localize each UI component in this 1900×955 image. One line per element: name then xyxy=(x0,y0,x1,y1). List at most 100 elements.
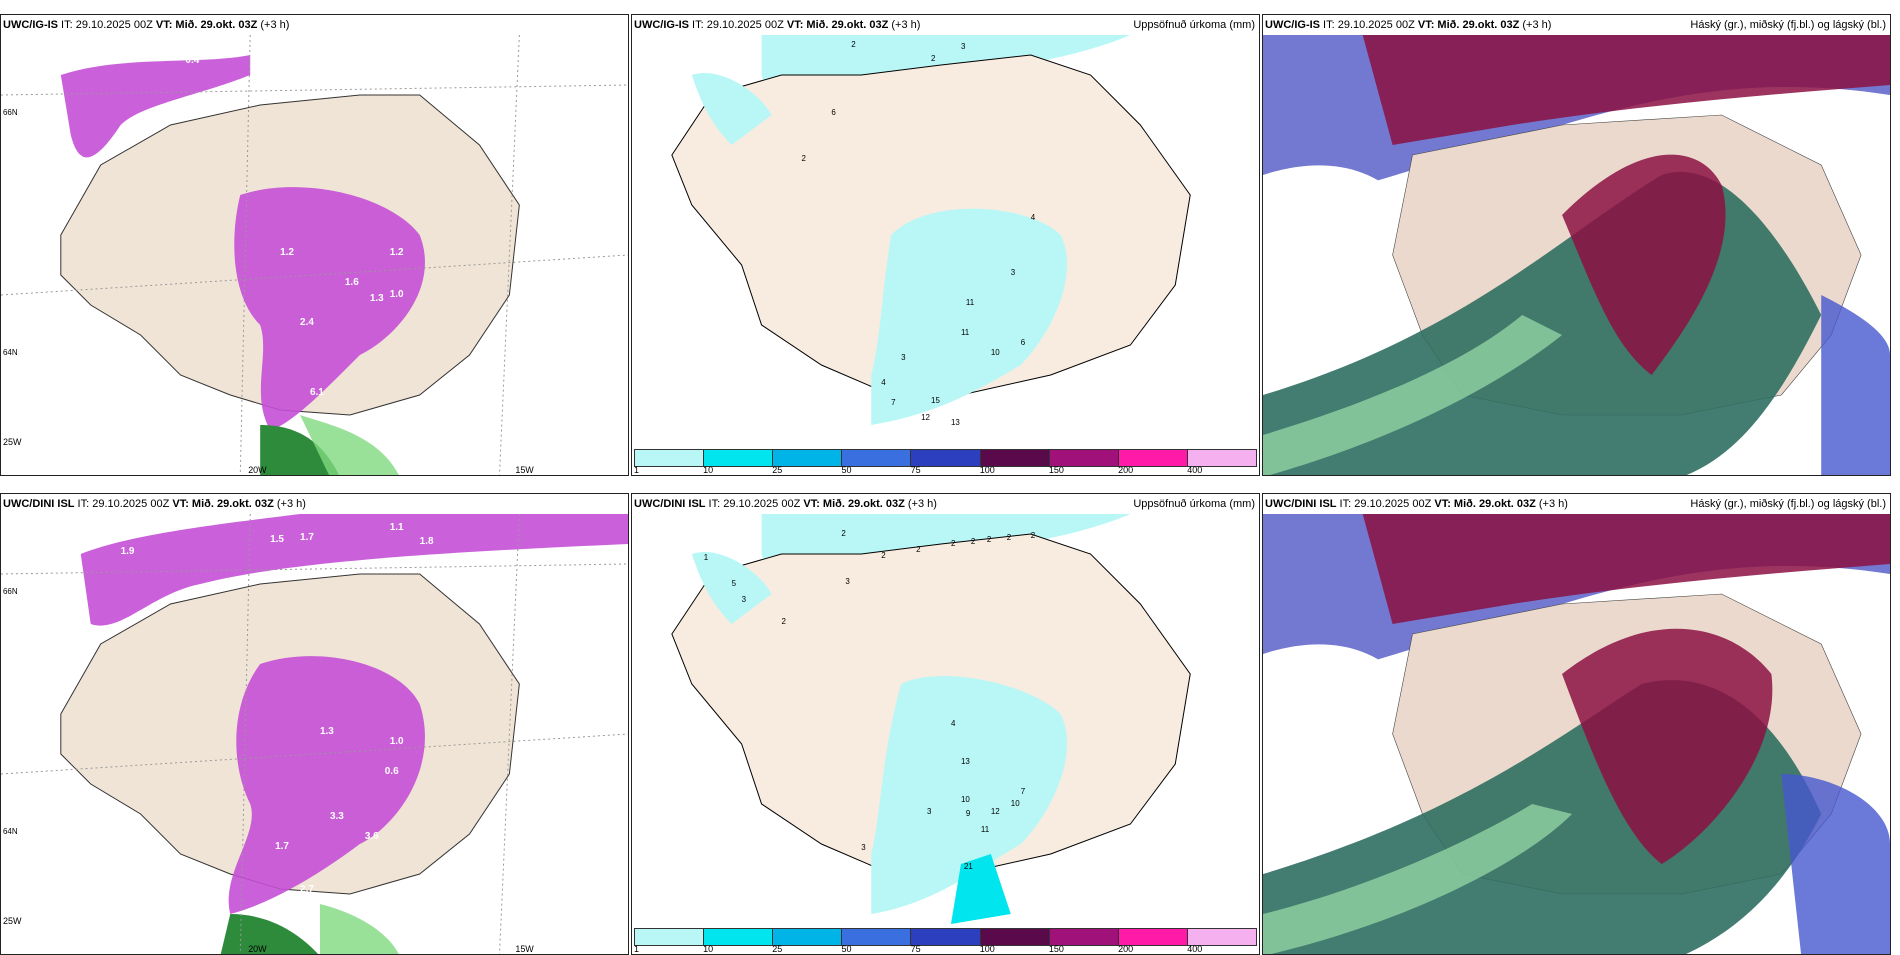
model-name: UWC/IG-IS xyxy=(3,19,58,31)
legend-tick: 400 xyxy=(1187,465,1203,475)
axis-label-25w: 25W xyxy=(3,437,22,447)
wind-precip-map: 20W 15W 25W 66N 64N 0.5 1.9 1.5 1.7 1.1 … xyxy=(1,514,628,954)
legend-swatch xyxy=(635,450,705,466)
legend-swatch xyxy=(1187,450,1256,466)
axis-label-64n: 64N xyxy=(3,827,18,836)
legend-tick: 10 xyxy=(703,944,714,954)
value-label: 1.8 xyxy=(420,536,434,547)
precip-label: 11 xyxy=(961,328,970,337)
axis-label-66n: 66N xyxy=(3,587,18,596)
precip-label: 2 xyxy=(841,529,846,538)
precip-label: 3 xyxy=(901,353,906,362)
precip-label: 2 xyxy=(801,154,806,163)
value-label: 3.6 xyxy=(365,831,379,842)
legend-tick: 75 xyxy=(910,465,921,475)
precip-label: 13 xyxy=(951,418,960,427)
init-time: IT: 29.10.2025 00Z xyxy=(58,19,156,31)
legend-swatch xyxy=(911,450,981,466)
axis-label-20w: 20W xyxy=(248,465,267,475)
precip-label: 15 xyxy=(931,396,940,405)
value-label: 1.2 xyxy=(280,247,294,258)
panel-row2-col3: UWC/DINI ISL IT: 29.10.2025 00Z VT: Mið.… xyxy=(1262,493,1891,955)
value-label: 1.2 xyxy=(390,247,404,258)
precip-label: 2 xyxy=(987,535,992,544)
precip-label: 12 xyxy=(921,413,930,422)
value-label: 0.5 xyxy=(200,514,214,525)
legend-swatch xyxy=(911,929,981,945)
panel-header: UWC/DINI ISL IT: 29.10.2025 00Z VT: Mið.… xyxy=(1263,494,1890,514)
legend-tick: 150 xyxy=(1048,944,1064,954)
lead-time: (+3 h) xyxy=(273,498,306,510)
model-name: UWC/DINI ISL xyxy=(634,498,706,510)
panel-title: Háský (gr.), miðský (fj.bl.) og lágský (… xyxy=(1690,498,1886,510)
legend-tick: 25 xyxy=(772,944,783,954)
precip-label: 6 xyxy=(831,108,836,117)
precip-legend: 1 10 25 50 75 100 150 200 400 xyxy=(632,449,1259,475)
valid-time: VT: Mið. 29.okt. 03Z xyxy=(1417,19,1520,31)
precip-map: 2 2 3 6 2 4 3 11 10 6 4 3 11 7 12 13 15 xyxy=(632,35,1259,445)
precip-legend: 1 10 25 50 75 100 150 200 400 xyxy=(632,928,1259,954)
value-label: 1.7 xyxy=(275,841,289,852)
value-label: 1.5 xyxy=(350,49,364,60)
value-label: 3.3 xyxy=(330,811,344,822)
panel-row2-col2: UWC/DINI ISL IT: 29.10.2025 00Z VT: Mið.… xyxy=(631,493,1260,955)
precip-label: 3 xyxy=(845,577,850,586)
legend-swatch xyxy=(842,929,912,945)
precip-label: 7 xyxy=(1021,787,1026,796)
valid-time: VT: Mið. 29.okt. 03Z xyxy=(803,498,905,510)
precip-label: 3 xyxy=(961,42,966,51)
precip-label: 21 xyxy=(964,862,973,871)
legend-swatch xyxy=(1049,929,1119,945)
panel-row1-col3: UWC/IG-IS IT: 29.10.2025 00Z VT: Mið. 29… xyxy=(1262,14,1891,476)
init-time: IT: 29.10.2025 00Z xyxy=(689,19,787,31)
precip-label: 12 xyxy=(991,807,1000,816)
legend-tick: 1 xyxy=(634,465,640,475)
valid-time: VT: Mið. 29.okt. 03Z xyxy=(155,19,258,31)
legend-swatch xyxy=(704,929,774,945)
precip-label: 4 xyxy=(951,719,956,728)
legend-swatch xyxy=(980,929,1050,945)
panel-header: UWC/DINI ISL IT: 29.10.2025 00Z VT: Mið.… xyxy=(1,494,628,514)
precip-label: 3 xyxy=(1011,268,1016,277)
panel-row1-col1: UWC/IG-IS IT: 29.10.2025 00Z VT: Mið. 29… xyxy=(0,14,629,476)
value-label: 6.1 xyxy=(310,387,324,398)
precip-legend-ticks: 1 10 25 50 75 100 150 200 400 xyxy=(634,944,1257,954)
legend-swatch xyxy=(1187,929,1256,945)
legend-tick: 100 xyxy=(979,465,995,475)
panel-header: UWC/DINI ISL IT: 29.10.2025 00Z VT: Mið.… xyxy=(632,494,1259,514)
lead-time: (+3 h) xyxy=(888,19,921,31)
value-label: 1.1 xyxy=(390,522,404,533)
legend-tick: 100 xyxy=(979,944,995,954)
precip-label: 4 xyxy=(881,378,886,387)
value-label: 2.0 xyxy=(265,75,279,86)
precip-label: 10 xyxy=(961,795,970,804)
model-name: UWC/IG-IS xyxy=(1265,19,1320,31)
legend-tick: 50 xyxy=(841,944,852,954)
legend-swatch xyxy=(980,450,1050,466)
precip-label: 3 xyxy=(742,595,747,604)
panel-title: Háský (gr.), miðský (fj.bl.) og lágský (… xyxy=(1690,19,1886,31)
wind-precip-map: 20W 15W 25W 66N 64N 0.4 2.0 1.8 2.4 1.5 … xyxy=(1,35,628,475)
legend-tick: 50 xyxy=(841,465,852,475)
precip-label: 2 xyxy=(782,617,787,626)
precip-label: 2 xyxy=(931,54,936,63)
init-time: IT: 29.10.2025 00Z xyxy=(1336,498,1435,510)
axis-label-15w: 15W xyxy=(515,465,534,475)
precip-label: 7 xyxy=(891,398,896,407)
panel-header: UWC/IG-IS IT: 29.10.2025 00Z VT: Mið. 29… xyxy=(632,15,1259,35)
legend-swatch xyxy=(773,929,843,945)
init-time: IT: 29.10.2025 00Z xyxy=(74,498,173,510)
init-time: IT: 29.10.2025 00Z xyxy=(705,498,804,510)
precip-label: 2 xyxy=(881,551,886,560)
legend-tick: 25 xyxy=(772,465,783,475)
precip-label: 6 xyxy=(1021,338,1026,347)
legend-swatch xyxy=(1118,450,1188,466)
cloud-cover-map xyxy=(1263,514,1890,954)
precip-label: 3 xyxy=(927,807,932,816)
precip-label: 10 xyxy=(1011,799,1020,808)
model-name: UWC/IG-IS xyxy=(634,19,689,31)
legend-tick: 10 xyxy=(703,465,714,475)
value-label: 1.6 xyxy=(345,277,359,288)
value-label: 1.3 xyxy=(370,293,384,304)
valid-time: VT: Mið. 29.okt. 03Z xyxy=(786,19,889,31)
